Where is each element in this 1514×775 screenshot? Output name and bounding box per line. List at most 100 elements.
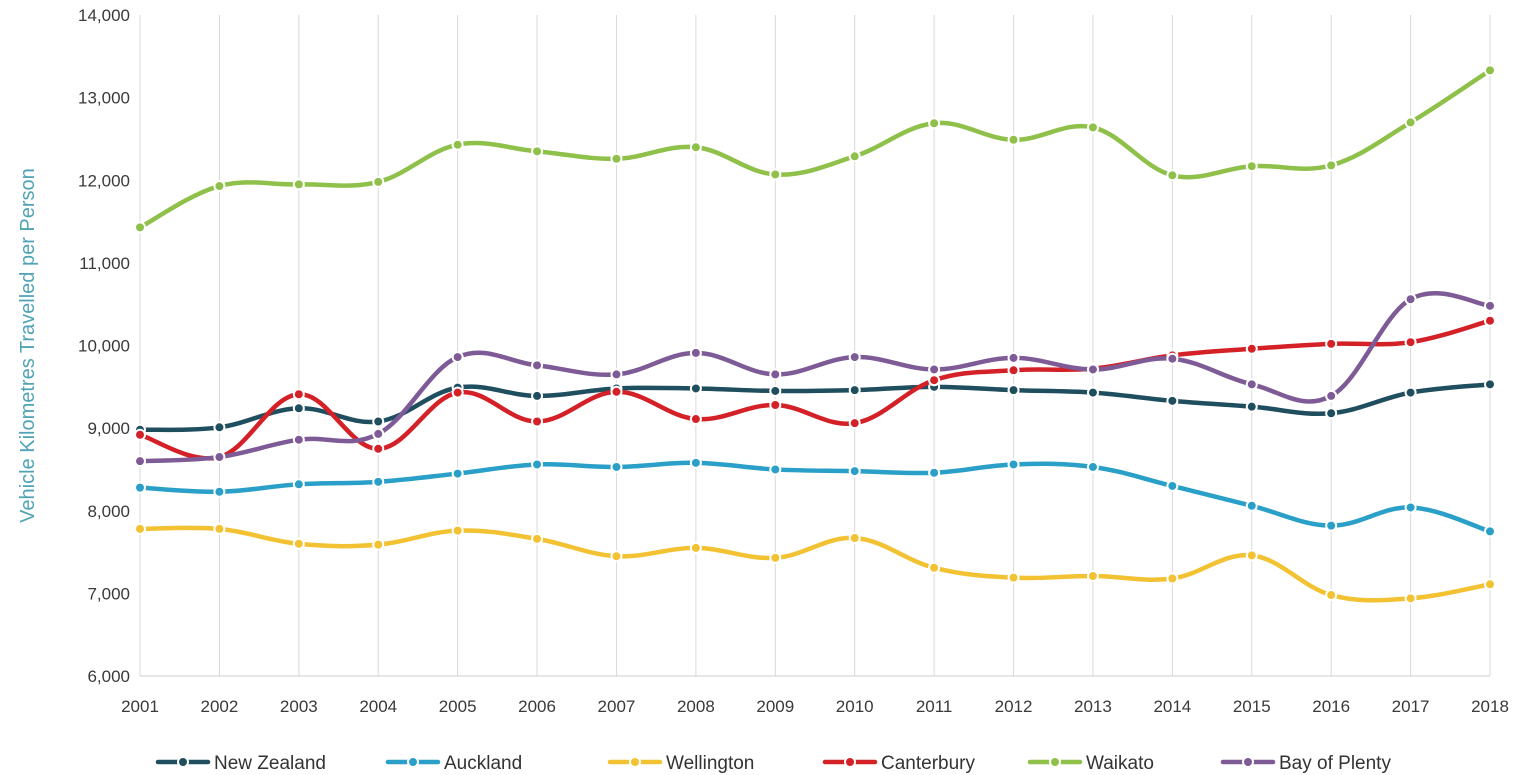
data-point-bay-of-plenty [1325, 389, 1338, 402]
data-point-waikato [1404, 116, 1417, 129]
x-tick-label: 2007 [598, 697, 636, 716]
data-point-new-zealand [1325, 407, 1338, 420]
data-point-auckland [1404, 501, 1417, 514]
data-point-new-zealand [292, 402, 305, 415]
x-tick-label: 2018 [1471, 697, 1509, 716]
series-line-bay-of-plenty [137, 291, 1493, 464]
data-point-canterbury [848, 417, 861, 430]
data-point-canterbury [1245, 342, 1258, 355]
x-tick-label: 2005 [439, 697, 477, 716]
data-point-wellington [531, 532, 544, 545]
data-point-waikato [1325, 159, 1338, 172]
x-tick-label: 2011 [916, 697, 953, 716]
data-point-auckland [1245, 499, 1258, 512]
series-line-auckland [137, 460, 1493, 534]
legend-marker [844, 756, 856, 768]
data-point-waikato [610, 152, 623, 165]
legend-label: Auckland [444, 753, 522, 774]
data-point-waikato [531, 145, 544, 158]
legend-marker [177, 756, 189, 768]
data-point-canterbury [928, 374, 941, 387]
y-tick-label: 7,000 [87, 584, 130, 603]
series-new-zealand [134, 378, 1496, 436]
data-point-waikato [1484, 64, 1496, 77]
data-point-auckland [1007, 458, 1020, 471]
data-point-canterbury [1404, 336, 1417, 349]
data-point-new-zealand [689, 382, 702, 395]
x-tick-label: 2004 [359, 697, 397, 716]
data-point-canterbury [610, 385, 623, 398]
data-point-auckland [372, 475, 385, 488]
data-point-new-zealand [1245, 400, 1258, 413]
data-point-bay-of-plenty [134, 455, 146, 468]
data-point-bay-of-plenty [1484, 299, 1496, 312]
data-point-bay-of-plenty [531, 359, 544, 372]
legend-label: Wellington [666, 753, 754, 774]
y-tick-label: 8,000 [87, 502, 130, 521]
data-point-bay-of-plenty [610, 368, 623, 381]
data-point-auckland [213, 485, 226, 498]
data-point-auckland [928, 466, 941, 479]
legend-label: New Zealand [214, 753, 326, 774]
data-point-new-zealand [1484, 378, 1496, 391]
legend-label: Canterbury [881, 753, 975, 774]
data-point-waikato [451, 138, 464, 151]
legend-item-bay-of-plenty: Bay of Plenty [1220, 753, 1391, 774]
data-point-auckland [134, 481, 146, 494]
x-tick-label: 2015 [1233, 697, 1271, 716]
y-tick-label: 12,000 [78, 171, 130, 190]
data-point-new-zealand [848, 384, 861, 397]
data-point-wellington [689, 541, 702, 554]
data-point-waikato [689, 141, 702, 154]
series-line-new-zealand [137, 382, 1493, 433]
data-point-waikato [848, 150, 861, 163]
data-point-canterbury [531, 415, 544, 428]
data-point-bay-of-plenty [1007, 351, 1020, 364]
data-point-canterbury [689, 413, 702, 426]
legend-item-canterbury: Canterbury [822, 753, 975, 774]
data-point-wellington [928, 561, 941, 574]
data-point-waikato [213, 180, 226, 193]
data-point-wellington [1325, 589, 1338, 602]
data-point-bay-of-plenty [1245, 378, 1258, 391]
series-auckland [134, 456, 1496, 538]
data-point-auckland [1325, 519, 1338, 532]
x-tick-label: 2013 [1074, 697, 1112, 716]
data-point-wellington [1086, 570, 1099, 583]
legend-item-wellington: Wellington [607, 753, 754, 774]
y-tick-label: 13,000 [78, 89, 130, 108]
data-point-auckland [1086, 460, 1099, 473]
x-tick-label: 2016 [1312, 697, 1350, 716]
legend-item-auckland: Auckland [385, 753, 522, 774]
data-point-canterbury [372, 442, 385, 455]
data-point-wellington [848, 532, 861, 545]
data-point-new-zealand [1166, 394, 1179, 407]
series-line-waikato [137, 68, 1493, 230]
data-point-waikato [1007, 133, 1020, 146]
data-point-wellington [451, 524, 464, 537]
data-point-bay-of-plenty [372, 427, 385, 440]
data-point-wellington [1404, 592, 1417, 605]
legend-item-new-zealand: New Zealand [155, 753, 326, 774]
data-point-auckland [451, 467, 464, 480]
data-point-wellington [213, 522, 226, 535]
data-point-auckland [531, 458, 544, 471]
x-tick-label: 2017 [1392, 697, 1430, 716]
data-point-bay-of-plenty [213, 451, 226, 464]
y-axis-title: Vehicle Kilometres Travelled per Person [17, 168, 39, 523]
data-point-auckland [610, 460, 623, 473]
legend-marker [629, 756, 641, 768]
data-point-new-zealand [1086, 386, 1099, 399]
data-point-canterbury [134, 428, 146, 441]
series-waikato [134, 64, 1496, 234]
legend-marker [407, 756, 419, 768]
data-point-waikato [928, 117, 941, 130]
data-point-wellington [1007, 571, 1020, 584]
x-axis-tick-labels: 2001 2002 2003 2004 2005 2006 2007 2008 2009 2010… [121, 697, 1509, 716]
x-tick-label: 2001 [121, 697, 159, 716]
data-point-wellington [372, 538, 385, 551]
data-point-bay-of-plenty [689, 346, 702, 359]
data-point-new-zealand [531, 389, 544, 402]
data-point-waikato [372, 175, 385, 188]
